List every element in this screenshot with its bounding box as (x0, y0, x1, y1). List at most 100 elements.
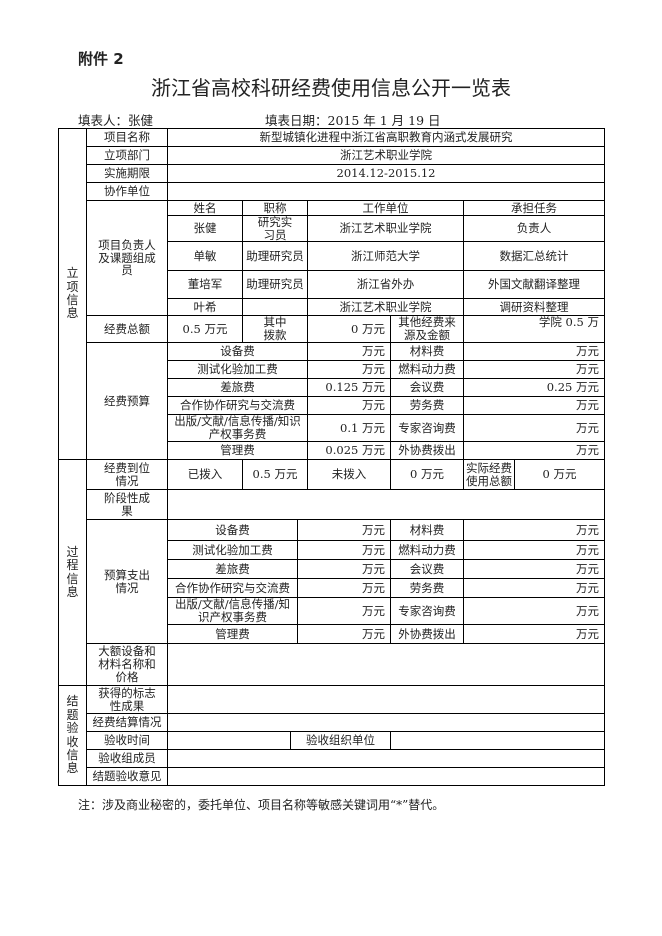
member-title: 研究实习员 (242, 215, 308, 242)
section-project: 立项信息 (58, 128, 87, 460)
fee-label: 管理费 (167, 624, 298, 644)
fee-value: 万元 (297, 559, 391, 579)
fee-value: 0.1 万元 (307, 414, 391, 442)
member-unit: 浙江艺术职业学院 (307, 215, 464, 242)
total-label: 经费总额 (86, 315, 168, 343)
fee-value: 0.125 万元 (307, 378, 391, 397)
fee-value: 万元 (297, 519, 391, 541)
fee-value: 万元 (297, 597, 391, 625)
org-value (390, 731, 605, 750)
fee-label: 合作协作研究与交流费 (167, 578, 298, 598)
settlement-value (167, 713, 605, 732)
project-name: 新型城镇化进程中浙江省高职教育内涵式发展研究 (167, 128, 605, 147)
fee-value: 万元 (307, 360, 391, 379)
member-task: 数据汇总统计 (463, 241, 605, 271)
fee-label: 劳务费 (390, 578, 464, 598)
fill-date: 填表日期：2015 年 1 月 19 日 (265, 113, 441, 128)
partner-label: 协作单位 (86, 182, 168, 201)
equipment-value (167, 643, 605, 686)
fee-value: 万元 (463, 540, 605, 560)
fee-label: 出版/文献/信息传播/知识产权事务费 (167, 414, 308, 442)
period-value: 2014.12-2015.12 (167, 164, 605, 183)
fee-value: 万元 (297, 540, 391, 560)
fee-value: 万元 (463, 441, 605, 460)
fee-label: 会议费 (390, 378, 464, 397)
member-task: 负责人 (463, 215, 605, 242)
actual-value: 0 万元 (514, 459, 605, 490)
period-label: 实施期限 (86, 164, 168, 183)
fee-value: 万元 (463, 414, 605, 442)
grant-value: 0 万元 (307, 315, 391, 343)
fee-value: 万元 (307, 396, 391, 415)
member-task: 外国文献翻译整理 (463, 270, 605, 299)
member-unit: 浙江师范大学 (307, 241, 464, 271)
fee-label: 燃料动力费 (390, 360, 464, 379)
member-title (242, 298, 308, 316)
achievement-value (167, 685, 605, 714)
section-process: 过程信息 (58, 459, 87, 686)
fee-value: 万元 (463, 559, 605, 579)
member-header-title: 职称 (242, 200, 308, 216)
total-value: 0.5 万元 (167, 315, 243, 343)
other-funding-value: 学院 0.5 万 (463, 315, 605, 343)
fee-label: 燃料动力费 (390, 540, 464, 560)
filler-name: 填表人：张健 (78, 113, 154, 128)
fee-label: 测试化验加工费 (167, 540, 298, 560)
fee-label: 劳务费 (390, 396, 464, 415)
funding-label: 经费到位情况 (86, 459, 168, 490)
pending-label: 未拨入 (307, 459, 391, 490)
fee-value: 万元 (463, 396, 605, 415)
fee-value: 0.025 万元 (307, 441, 391, 460)
allocated-label: 已拨入 (167, 459, 243, 490)
grant-label: 其中拨款 (242, 315, 308, 343)
fee-value: 万元 (463, 597, 605, 625)
opinion-label: 结题验收意见 (86, 767, 168, 786)
fee-label: 出版/文献/信息传播/知识产权事务费 (167, 597, 298, 625)
fee-label: 测试化验加工费 (167, 360, 308, 379)
achievement-label: 获得的标志性成果 (86, 685, 168, 714)
stage-value (167, 489, 605, 520)
fee-label: 会议费 (390, 559, 464, 579)
fee-value: 万元 (463, 342, 605, 361)
actual-label: 实际经费使用总额 (463, 459, 515, 490)
fee-value: 万元 (307, 342, 391, 361)
fee-label: 合作协作研究与交流费 (167, 396, 308, 415)
fee-label: 差旅费 (167, 378, 308, 397)
member-header-unit: 工作单位 (307, 200, 464, 216)
member-unit: 浙江省外办 (307, 270, 464, 299)
partner-value (167, 182, 605, 201)
opinion-value (167, 767, 605, 786)
member-unit: 浙江艺术职业学院 (307, 298, 464, 316)
member-name: 董培军 (167, 270, 243, 299)
fee-label: 差旅费 (167, 559, 298, 579)
time-label: 验收时间 (86, 731, 168, 750)
fee-value: 万元 (463, 519, 605, 541)
section-closing: 结题验收信息 (58, 685, 87, 786)
fee-value: 万元 (463, 360, 605, 379)
fee-label: 材料费 (390, 342, 464, 361)
pending-value: 0 万元 (390, 459, 464, 490)
fee-label: 设备费 (167, 519, 298, 541)
fee-value: 万元 (297, 624, 391, 644)
members-label: 项目负责人及课题组成员 (86, 200, 168, 316)
member-name: 张健 (167, 215, 243, 242)
dept-value: 浙江艺术职业学院 (167, 146, 605, 165)
project-name-label: 项目名称 (86, 128, 168, 147)
settlement-label: 经费结算情况 (86, 713, 168, 732)
fee-value: 万元 (463, 578, 605, 598)
footnote: 注：涉及商业秘密的，委托单位、项目名称等敏感关键词用“*”替代。 (78, 798, 445, 812)
fee-value: 万元 (297, 578, 391, 598)
org-label: 验收组织单位 (290, 731, 391, 750)
budget-label: 经费预算 (86, 342, 168, 460)
fee-label: 专家咨询费 (390, 597, 464, 625)
attachment-label: 附件 2 (78, 50, 124, 68)
fee-label: 专家咨询费 (390, 414, 464, 442)
fee-value: 万元 (463, 624, 605, 644)
stage-label: 阶段性成果 (86, 489, 168, 520)
acceptance-members-label: 验收组成员 (86, 749, 168, 768)
member-name: 单敏 (167, 241, 243, 271)
member-task: 调研资料整理 (463, 298, 605, 316)
member-title: 助理研究员 (242, 270, 308, 299)
allocated-value: 0.5 万元 (242, 459, 308, 490)
